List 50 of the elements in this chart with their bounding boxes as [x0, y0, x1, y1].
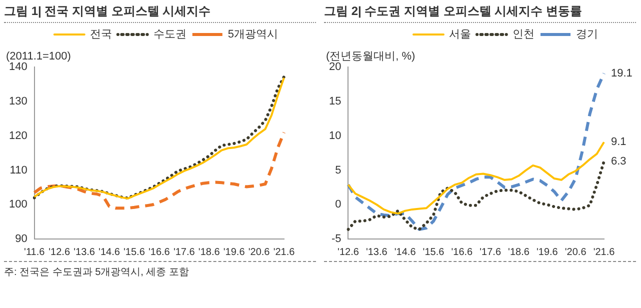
- x-tick-label: '16.6: [451, 246, 474, 258]
- x-tick-label: '19.6: [223, 246, 246, 258]
- x-tick-label: '12.6: [338, 246, 360, 258]
- legend-label: 인천: [512, 28, 534, 41]
- y-tick-label: 120: [8, 130, 28, 142]
- x-tick-label: '15.6: [124, 246, 146, 258]
- y-tick-label: 100: [8, 198, 28, 211]
- legend-label: 5개광역시: [228, 28, 278, 41]
- x-tick-label: '13.6: [366, 246, 388, 258]
- line-series: [346, 72, 606, 231]
- x-tick-label: '20.6: [248, 246, 270, 258]
- x-tick-label: '18.6: [508, 246, 530, 258]
- x-tick-label: '17.6: [480, 246, 502, 258]
- chart-title: 그림 1| 전국 지역별 오피스텔 시세지수: [4, 0, 316, 23]
- x-tick-label: '21.6: [273, 246, 296, 258]
- legend-label: 전국: [90, 28, 112, 41]
- x-tick-label: '14.6: [98, 246, 120, 258]
- y-tick-label: 15: [328, 96, 342, 108]
- legend-label: 수도권: [153, 28, 186, 41]
- y-tick-label: 110: [10, 164, 28, 176]
- x-tick-label: '21.6: [593, 246, 616, 258]
- x-tick-label: '16.6: [148, 246, 170, 258]
- x-tick-label: '20.6: [564, 246, 587, 258]
- x-tick-label: '15.6: [422, 246, 445, 258]
- x-tick-label: '18.6: [198, 246, 220, 258]
- line-series: [32, 130, 286, 210]
- text: 주: 전국은 수도권과 5개광역시, 세종 포함: [4, 266, 190, 279]
- annotation: 9.1: [611, 136, 626, 148]
- x-tick-label: '13.6: [74, 246, 96, 258]
- y-tick-label: 20: [328, 61, 342, 74]
- legend-label: 서울: [449, 28, 471, 41]
- x-tick-label: '12.6: [48, 246, 70, 258]
- y-tick-label: 5: [335, 164, 342, 176]
- line-series: [346, 160, 606, 231]
- annotation: 19.1: [611, 67, 632, 80]
- y-tick-label: 90: [15, 233, 28, 246]
- y-tick-label: 0: [335, 198, 342, 211]
- y-axis-title: (2011.1=100): [6, 50, 71, 63]
- x-tick-label: '19.6: [536, 246, 558, 258]
- chart-title: 그림 2| 수도권 지역별 오피스텔 시세지수 변동률: [324, 0, 636, 23]
- x-tick-label: '11.6: [24, 246, 46, 258]
- legend-label: 경기: [576, 28, 598, 41]
- annotation: 6.3: [611, 155, 626, 168]
- y-axis-title: (전년동월대비, %): [326, 50, 416, 63]
- y-tick-label: 10: [328, 130, 342, 142]
- y-tick-label: -5: [331, 233, 342, 246]
- x-tick-label: '14.6: [394, 246, 416, 258]
- y-tick-label: 140: [8, 61, 28, 74]
- x-tick-label: '17.6: [173, 246, 196, 258]
- y-tick-label: 130: [8, 96, 28, 108]
